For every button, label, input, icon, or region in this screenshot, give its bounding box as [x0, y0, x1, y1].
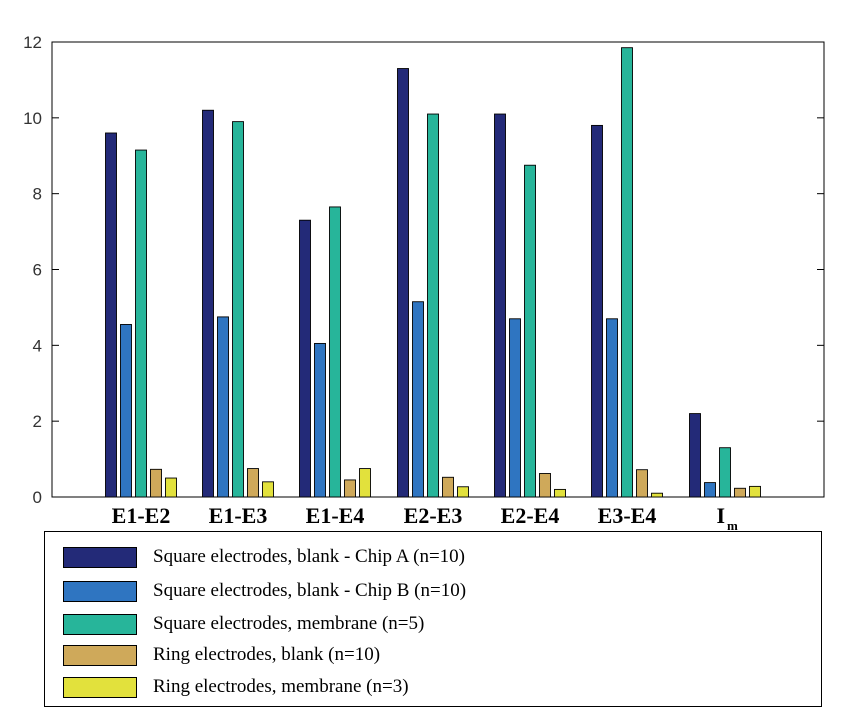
- bar: [509, 318, 521, 498]
- bar: [344, 479, 356, 498]
- bar: [120, 324, 132, 498]
- y-tick-label: 6: [33, 261, 42, 280]
- bar: [636, 469, 648, 498]
- x-category-text: I: [716, 503, 725, 528]
- legend-swatch: [63, 546, 137, 568]
- bar: [217, 316, 229, 498]
- bar: [591, 124, 603, 498]
- legend-label: Square electrodes, blank - Chip B (n=10): [153, 580, 467, 601]
- bar: [135, 149, 147, 498]
- bar: [524, 164, 536, 498]
- bar: [299, 219, 311, 498]
- x-category-label: E2-E4: [501, 503, 560, 528]
- bar: [734, 487, 746, 498]
- x-category-label: E3-E4: [598, 503, 657, 528]
- legend-item: Ring electrodes, blank (n=10): [63, 640, 380, 670]
- x-category-subscript: m: [727, 518, 738, 531]
- bar: [427, 113, 439, 498]
- legend-item: Square electrodes, membrane (n=5): [63, 609, 424, 639]
- y-tick-label: 4: [33, 336, 42, 355]
- bar: [150, 468, 162, 498]
- bar: [314, 342, 326, 498]
- legend-swatch: [63, 580, 137, 602]
- x-category-label: E2-E3: [404, 503, 463, 528]
- bar: [606, 318, 618, 498]
- bar: [412, 301, 424, 498]
- bar: [704, 482, 716, 498]
- bar: [719, 447, 731, 498]
- legend-swatch: [63, 644, 137, 666]
- bar: [232, 121, 244, 498]
- bar: [329, 206, 341, 498]
- legend-item: Square electrodes, blank - Chip A (n=10): [63, 542, 465, 572]
- legend-label: Square electrodes, blank - Chip A (n=10): [153, 546, 466, 567]
- bar: [247, 468, 259, 498]
- bar-chart: 0 2 4 6 8 10 12 E1-E2 E1-E3 E1-E4 E2-E3 E2-E4 E3-E4…: [23, 33, 825, 531]
- legend-label: Square electrodes, membrane (n=5): [153, 613, 425, 634]
- bar: [165, 477, 177, 498]
- x-category-text: E1-E2: [112, 503, 171, 528]
- x-category-text: E1-E4: [306, 503, 365, 528]
- bar: [262, 481, 274, 498]
- bar: [749, 485, 761, 498]
- legend-swatch: [63, 676, 137, 698]
- bar: [621, 47, 633, 498]
- x-category-text: E2-E3: [404, 503, 463, 528]
- bar: [689, 413, 701, 498]
- x-category-text: E2-E4: [501, 503, 560, 528]
- legend-swatch: [63, 613, 137, 635]
- x-category-text: E1-E3: [209, 503, 268, 528]
- bar: [397, 68, 409, 498]
- bar: [539, 473, 551, 498]
- y-tick-label: 8: [33, 185, 42, 204]
- x-category-label: E1-E2: [112, 503, 171, 528]
- bar: [105, 132, 117, 498]
- legend-label: Ring electrodes, membrane (n=3): [153, 676, 409, 697]
- legend-item: Square electrodes, blank - Chip B (n=10): [63, 576, 466, 606]
- x-category-label: E1-E3: [209, 503, 268, 528]
- bar: [651, 492, 663, 498]
- bar: [457, 486, 469, 498]
- y-tick-label: 2: [33, 412, 42, 431]
- bar: [442, 476, 454, 498]
- legend-label: Ring electrodes, blank (n=10): [153, 644, 381, 665]
- y-tick-label: 10: [23, 109, 42, 128]
- y-axis: 0 2 4 6 8 10 12: [23, 33, 824, 507]
- bar: [554, 488, 566, 498]
- bars-group: [105, 47, 761, 498]
- legend-item: Ring electrodes, membrane (n=3): [63, 672, 409, 702]
- x-category-label: E1-E4: [306, 503, 365, 528]
- y-tick-label: 0: [33, 488, 42, 507]
- bar: [494, 113, 506, 498]
- legend: Square electrodes, blank - Chip A (n=10)…: [44, 531, 822, 707]
- x-category-text: E3-E4: [598, 503, 657, 528]
- y-tick-label: 12: [23, 33, 42, 52]
- bar: [202, 109, 214, 498]
- bar: [359, 468, 371, 498]
